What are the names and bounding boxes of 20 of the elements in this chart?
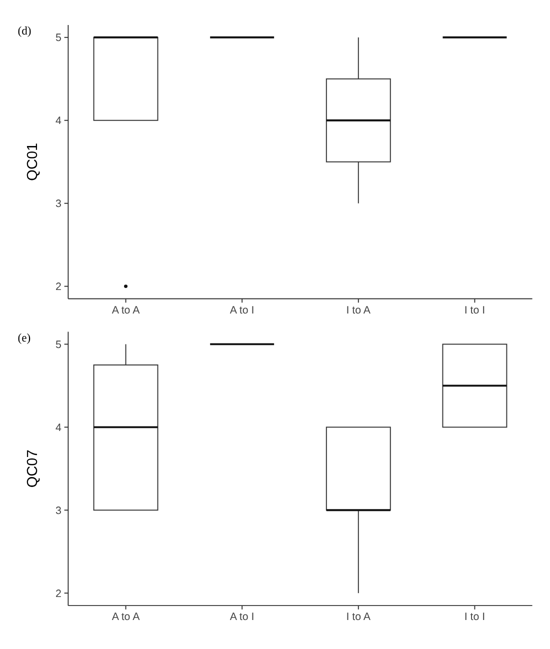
x-tick-label: I to I xyxy=(464,304,486,316)
y-tick-label: 2 xyxy=(55,281,62,294)
y-tick-label: 3 xyxy=(55,504,62,517)
y-axis-title: QC07 xyxy=(25,450,42,488)
y-tick-label: 3 xyxy=(55,198,62,210)
x-tick-label: A to I xyxy=(230,611,254,624)
y-tick-label: 4 xyxy=(55,115,62,128)
x-tick-label: A to I xyxy=(230,304,254,316)
chart-title: (d) xyxy=(18,24,32,38)
x-tick-label: A to A xyxy=(112,611,141,624)
x-tick-label: A to A xyxy=(112,304,141,316)
x-tick-label: I to A xyxy=(346,611,372,624)
x-tick-label: I to I xyxy=(464,611,486,624)
y-tick-label: 5 xyxy=(55,338,62,351)
y-axis-title: QC01 xyxy=(25,142,42,181)
y-tick-label: 5 xyxy=(55,32,62,44)
y-tick-label: 2 xyxy=(55,588,62,600)
y-tick-label: 4 xyxy=(55,422,62,434)
chart-title: (e) xyxy=(18,331,31,344)
x-tick-label: I to A xyxy=(346,304,372,316)
